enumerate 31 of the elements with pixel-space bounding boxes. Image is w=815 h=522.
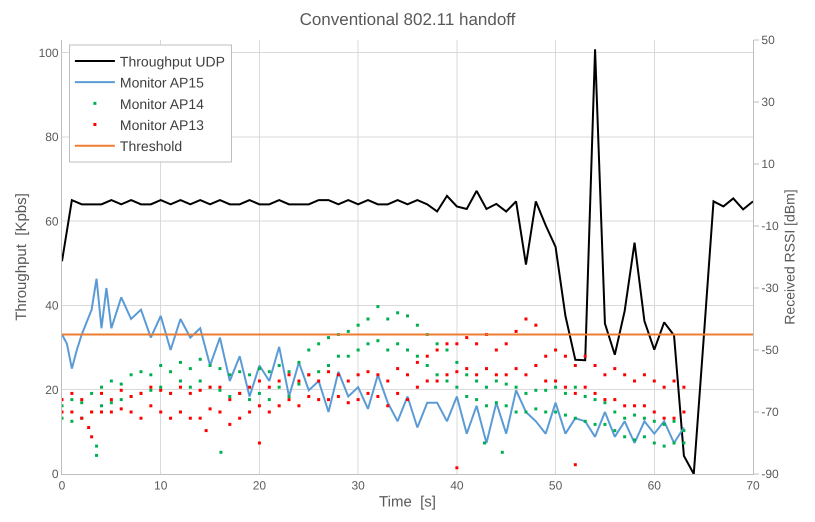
- y2-tick-label: -70: [761, 405, 780, 420]
- y-tick-label: 60: [45, 214, 59, 228]
- legend-label: Monitor AP14: [120, 96, 204, 112]
- y-tick-label: 20: [45, 382, 59, 397]
- x-tick-label: 70: [746, 478, 760, 492]
- x-tick-label: 40: [450, 478, 464, 492]
- line-series: [62, 278, 685, 444]
- legend-label: Monitor AP13: [120, 117, 204, 133]
- x-tick-label: 20: [252, 478, 266, 492]
- legend-label: Monitor AP15: [120, 74, 204, 91]
- y-tick-label: 40: [45, 298, 59, 313]
- y-tick-label: 100: [38, 46, 59, 60]
- chart-title: Conventional 802.11 handoff: [300, 10, 516, 29]
- y2-tick-label: 50: [761, 33, 776, 48]
- y2-tick-label: 10: [761, 157, 776, 172]
- y2-axis-title: Received RSSI [dBm]: [781, 189, 798, 325]
- y-tick-label: 80: [45, 130, 59, 144]
- x-axis-title: Time [s]: [379, 493, 436, 510]
- x-tick-label: 50: [548, 478, 563, 492]
- y2-tick-label: -50: [761, 343, 780, 358]
- legend-label: Threshold: [120, 138, 182, 154]
- y2-tick-label: 30: [761, 95, 776, 110]
- legend-label: Throughput UDP: [120, 53, 225, 70]
- y2-tick-label: -90: [761, 467, 780, 482]
- x-tick-label: 30: [351, 478, 366, 492]
- y-tick-label: 0: [52, 467, 59, 482]
- x-tick-label: 10: [154, 478, 168, 492]
- x-tick-label: 60: [648, 478, 662, 492]
- y2-tick-label: -10: [761, 219, 780, 234]
- y2-tick-label: -30: [761, 281, 780, 296]
- y-axis-title: Throughput [Kpbs]: [12, 193, 30, 321]
